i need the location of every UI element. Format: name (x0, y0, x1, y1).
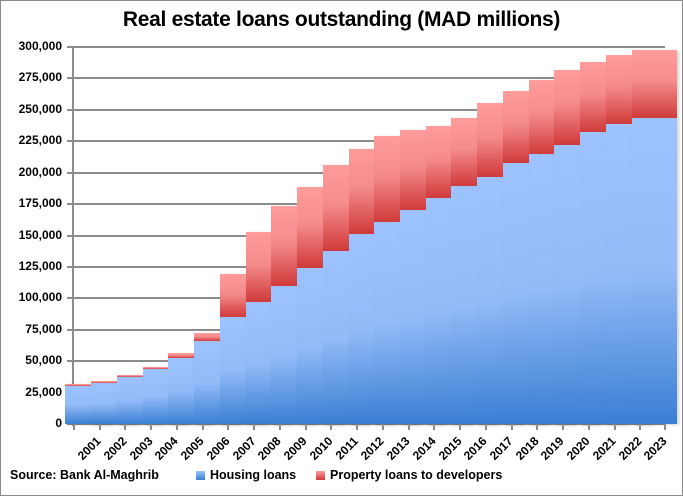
y-tick-label: 275,000 (18, 70, 62, 84)
x-tick (98, 424, 101, 430)
y-tick (67, 140, 73, 142)
source-note: Source: Bank Al-Maghrib (10, 468, 159, 482)
y-tick (67, 109, 73, 111)
chart-title: Real estate loans outstanding (MAD milli… (122, 8, 561, 31)
source-text: Source: Bank Al-Maghrib (10, 468, 159, 482)
x-tick (330, 424, 333, 430)
y-tick-label: 225,000 (18, 133, 62, 147)
bar-2023 (631, 50, 677, 424)
x-tick (536, 424, 539, 430)
legend-item-developers: Property loans to developers (316, 468, 502, 482)
y-tick-label: 50,000 (25, 353, 62, 367)
bar-segment-developers (631, 50, 677, 118)
y-tick (67, 266, 73, 268)
y-tick-label: 175,000 (18, 196, 62, 210)
y-tick (67, 329, 73, 331)
x-tick (510, 424, 513, 430)
legend-item-housing: Housing loans (196, 468, 296, 482)
gridline (73, 77, 665, 79)
x-tick (381, 424, 384, 430)
x-tick (253, 424, 256, 430)
x-tick (356, 424, 359, 430)
y-tick-label: 125,000 (18, 259, 62, 273)
gridline (73, 423, 665, 425)
x-tick (613, 424, 616, 430)
x-tick (73, 424, 75, 430)
x-tick (175, 424, 178, 430)
y-tick (67, 297, 73, 299)
y-tick (67, 360, 73, 362)
x-tick (150, 424, 153, 430)
x-tick (124, 424, 127, 430)
gridline (73, 46, 665, 48)
x-tick (227, 424, 230, 430)
y-tick (67, 77, 73, 79)
bar-segment-developers (142, 366, 188, 369)
x-tick (664, 424, 666, 430)
x-tick (562, 424, 565, 430)
y-axis (72, 47, 74, 426)
y-tick-label: 150,000 (18, 228, 62, 242)
bar-segment-developers (91, 381, 137, 384)
bar-segment-developers (116, 374, 162, 377)
x-tick (639, 424, 642, 430)
x-tick (459, 424, 462, 430)
y-tick-label: 100,000 (18, 290, 62, 304)
y-tick (67, 235, 73, 237)
y-tick-label: 25,000 (25, 385, 62, 399)
y-tick-label: 250,000 (18, 102, 62, 116)
x-tick (587, 424, 590, 430)
x-tick (407, 424, 410, 430)
developer-swatch-icon (316, 470, 325, 480)
gridline (73, 140, 665, 142)
x-tick (201, 424, 204, 430)
x-tick (433, 424, 436, 430)
y-tick-label: 300,000 (18, 39, 62, 53)
gridline (73, 109, 665, 111)
bar-segment-housing (631, 118, 677, 424)
y-tick-label: 200,000 (18, 165, 62, 179)
y-tick-label: 75,000 (25, 322, 62, 336)
bar-segment-developers (194, 333, 240, 342)
y-tick-label: 0 (55, 416, 62, 430)
housing-swatch-icon (196, 470, 205, 480)
legend-label-developers: Property loans to developers (330, 468, 503, 482)
bar-segment-developers (65, 384, 111, 387)
y-tick (67, 423, 73, 425)
x-tick (484, 424, 487, 430)
bar-segment-developers (168, 352, 214, 358)
y-tick (67, 203, 73, 205)
x-tick (304, 424, 307, 430)
x-tick (278, 424, 281, 430)
y-tick (67, 46, 73, 48)
y-tick (67, 172, 73, 174)
legend-label-housing: Housing loans (210, 468, 297, 482)
